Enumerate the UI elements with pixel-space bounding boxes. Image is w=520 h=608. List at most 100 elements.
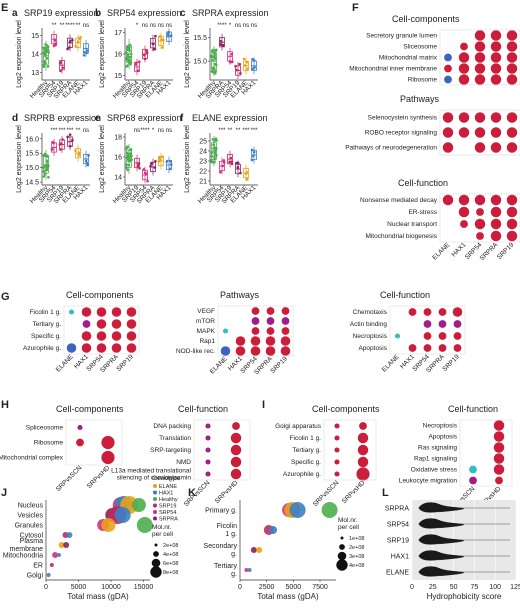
data-point — [239, 72, 242, 75]
subpanel-title: SRPRA expression — [192, 8, 269, 18]
subpanel-title: SRP54 expression — [107, 8, 182, 18]
j-size-legend-title-2: per cell — [152, 531, 174, 538]
f-cell-components-dot — [460, 42, 468, 51]
data-point — [213, 155, 216, 159]
data-point — [42, 170, 46, 174]
j-legend-swatch — [153, 484, 157, 488]
data-point — [43, 46, 46, 50]
f-pathways-row-label: ROBO receptor signaling — [365, 130, 438, 137]
data-point — [47, 51, 50, 54]
g-pathways-row-label: VEGF — [197, 308, 215, 315]
i-cell-components-dot — [357, 444, 369, 456]
data-point — [85, 51, 88, 55]
g-pathways-dot — [250, 336, 261, 346]
f-cell-function-dot — [476, 232, 484, 240]
g-cell-function-x-label: SRP19 — [441, 353, 461, 373]
h-cell-function-row-label: DNA packing — [153, 423, 191, 430]
panel-letter: J — [1, 487, 7, 499]
k-size-legend-dot — [336, 559, 348, 571]
f-pathways-dot — [458, 112, 470, 123]
h-cell-components-dot — [101, 450, 115, 465]
data-point — [169, 163, 173, 166]
k-category-label: Ficolin — [217, 523, 237, 530]
data-point — [42, 165, 46, 169]
g-cell-function-row-label: Actin binding — [350, 321, 388, 328]
data-point — [136, 164, 140, 168]
f-pathways-row-label: Selenocystein synthesis — [368, 115, 438, 122]
data-point — [126, 168, 129, 172]
significance-label: ns — [243, 23, 249, 29]
i-cell-function-row-label: Oxidative stress — [411, 467, 458, 474]
f-cell-function-x-label: ELANE — [431, 241, 451, 261]
panel-letter: G — [1, 291, 10, 303]
g-cell-function-dot — [453, 344, 462, 352]
k-size-legend-title: Mol.nr. — [338, 517, 358, 524]
panel-letter: L — [382, 487, 389, 499]
f-cell-components-row-label: Sliceosome — [403, 44, 437, 51]
y-tick-label: 22 — [199, 169, 207, 176]
data-point — [238, 62, 242, 66]
j-legend-label: SRP54 — [159, 510, 176, 516]
f-cell-function-dot — [506, 206, 518, 218]
g-cell-components-dot — [81, 343, 92, 353]
i-cell-function-frame — [459, 419, 513, 487]
g-cell-function-dot — [423, 320, 432, 328]
significance-label: ns — [166, 23, 172, 29]
h-cell-components-title: Cell-components — [56, 404, 124, 414]
f-cell-components-dot — [490, 52, 502, 63]
g-cell-function-x-label: ELANE — [381, 353, 401, 373]
data-point — [149, 164, 152, 168]
data-point — [59, 69, 62, 73]
k-category-label: Secondary — [204, 543, 238, 550]
g-cell-components-dot — [126, 319, 137, 329]
f-cell-components-dot — [506, 74, 518, 85]
data-point — [210, 49, 214, 53]
data-point — [74, 44, 78, 48]
significance-label: **** — [140, 128, 150, 134]
data-point — [129, 148, 132, 152]
data-point — [230, 52, 234, 56]
j-legend-swatch — [153, 510, 157, 514]
i-cell-components-row-label: Specific g. — [291, 459, 321, 466]
h-cell-function-x-label: SRPvsHD — [214, 479, 240, 505]
panel-letter: I — [262, 399, 265, 411]
i-cell-components-dot — [359, 422, 367, 430]
l-x-tick-label: 0 — [410, 584, 414, 591]
f-cell-function-dot — [490, 194, 502, 206]
j-legend-label: HAX1 — [159, 491, 173, 497]
data-point — [158, 158, 162, 161]
i-cell-components-dot — [357, 432, 369, 444]
data-point — [85, 49, 89, 52]
k-category-label: Primary g. — [205, 508, 237, 515]
i-cell-components-row-label: Azurophile g. — [283, 471, 321, 478]
data-point — [212, 143, 215, 147]
data-point — [243, 64, 247, 67]
k-x-tick-label: 0 — [238, 584, 242, 591]
l-category-label: SRP19 — [387, 538, 409, 545]
data-point — [236, 165, 240, 169]
j-size-legend-label: 4e+08 — [163, 552, 178, 558]
data-point — [45, 159, 49, 162]
panel-letter: K — [188, 487, 196, 499]
j-point — [131, 498, 146, 512]
g-pathways-dot — [266, 317, 275, 325]
j-category-label: Golgi — [27, 573, 44, 580]
data-point — [157, 160, 161, 163]
data-point — [61, 66, 65, 70]
f-pathways-dot — [474, 112, 486, 123]
data-point — [211, 66, 214, 70]
f-pathways-dot — [474, 127, 486, 138]
y-axis-label: Log2 expression level — [99, 125, 106, 193]
i-cell-components-row-label: Golgi apparatus — [275, 423, 322, 430]
f-cell-function-dot — [506, 218, 518, 230]
data-point — [128, 159, 132, 163]
l-x-tick-label: 100 — [489, 584, 501, 591]
data-point — [219, 170, 222, 174]
g-cell-components-dot — [68, 309, 75, 315]
h-cell-function-dot — [205, 459, 211, 465]
data-point — [68, 133, 72, 136]
j-point — [49, 563, 54, 567]
k-point — [250, 547, 257, 553]
data-point — [166, 34, 170, 38]
l-x-tick-label: 125 — [510, 584, 520, 591]
